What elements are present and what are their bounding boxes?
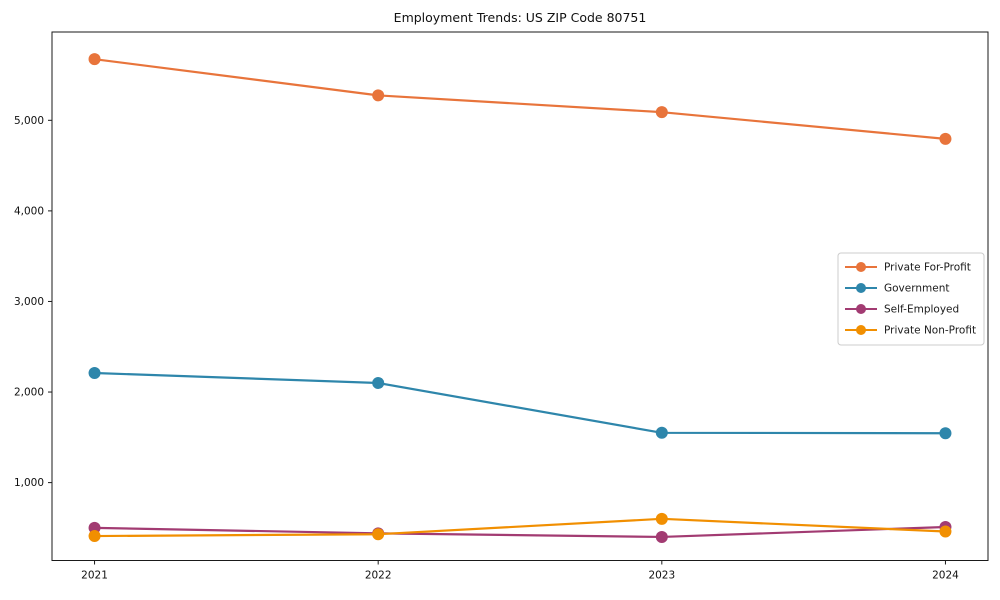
legend-item-private-for-profit: Private For-Profit [845, 262, 971, 274]
data-point-private-non-profit-2022 [372, 528, 385, 541]
x-axis-ticks: 2021 2022 2023 2024 [81, 560, 959, 582]
series-line-government [93, 371, 947, 435]
legend-marker-icon [856, 325, 866, 335]
data-point-private-non-profit-2023 [655, 512, 668, 525]
plot-frame-group [51, 31, 989, 561]
series-group [88, 53, 952, 543]
legend-marker-icon [856, 304, 866, 314]
data-point-private-non-profit-2021 [88, 530, 101, 543]
legend-label: Private For-Profit [884, 262, 971, 274]
x-tick-label: 2021 [81, 570, 108, 582]
legend-item-private-non-profit: Private Non-Profit [845, 325, 976, 337]
data-point-government-2022 [372, 376, 385, 389]
plot-frame [51, 31, 989, 561]
y-tick-label: 5,000 [14, 115, 44, 127]
data-point-private-for-profit-2022 [372, 89, 385, 102]
x-tick-label: 2023 [648, 570, 675, 582]
series-line-private-for-profit [93, 58, 947, 140]
data-point-private-for-profit-2023 [655, 106, 668, 119]
chart-title: Employment Trends: US ZIP Code 80751 [394, 10, 647, 25]
x-tick-label: 2022 [365, 570, 392, 582]
legend-item-government: Government [845, 283, 949, 295]
data-point-self-employed-2023 [655, 530, 668, 543]
series-line-private-non-profit [93, 517, 947, 538]
y-tick-label: 1,000 [14, 477, 44, 489]
x-tick-label: 2024 [932, 570, 959, 582]
legend-marker-icon [856, 262, 866, 272]
legend-item-self-employed: Self-Employed [845, 304, 959, 316]
y-axis-ticks: 1,000 2,000 3,000 4,000 5,000 [14, 115, 52, 489]
legend-label: Self-Employed [884, 304, 959, 316]
data-point-private-for-profit-2024 [939, 132, 952, 145]
data-point-government-2021 [88, 367, 101, 380]
legend-label: Private Non-Profit [884, 325, 976, 337]
y-tick-label: 2,000 [14, 387, 44, 399]
data-point-private-non-profit-2024 [939, 525, 952, 538]
y-tick-label: 4,000 [14, 205, 44, 217]
legend: Private For-Profit Government Self-Employe… [837, 252, 985, 346]
legend-frame [837, 252, 985, 346]
legend-marker-icon [856, 283, 866, 293]
legend-label: Government [884, 283, 949, 295]
series-line-self-employed [93, 525, 947, 539]
data-point-private-for-profit-2021 [88, 53, 101, 66]
data-point-government-2024 [939, 427, 952, 440]
data-point-government-2023 [655, 426, 668, 439]
y-tick-label: 3,000 [14, 296, 44, 308]
